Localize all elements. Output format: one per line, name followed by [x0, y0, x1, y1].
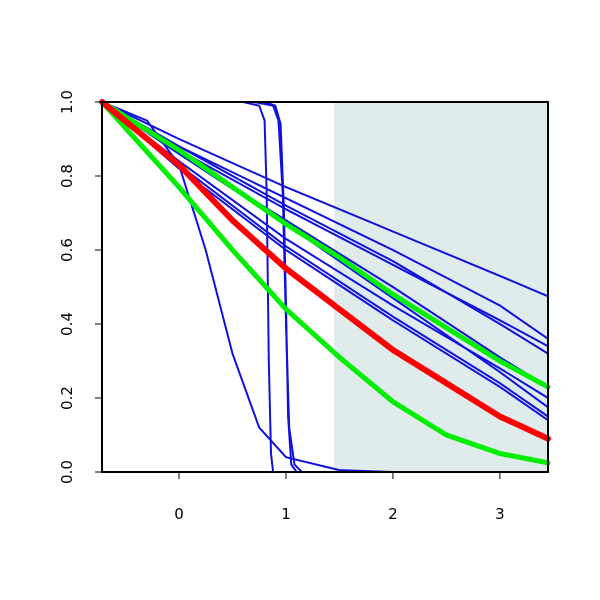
series-line	[99, 99, 551, 390]
series-layer	[99, 99, 551, 473]
series-line	[101, 101, 549, 473]
plot-frame	[101, 101, 549, 473]
axes-layer: 0 1 2 3 0.0 0.2 0.4 0.6 0.8 1.0	[58, 90, 505, 523]
x-tick-label: 1	[281, 505, 291, 523]
x-tick-label: 2	[388, 505, 398, 523]
series-line	[99, 99, 551, 442]
series-line	[101, 101, 549, 388]
y-tick-label: 0.6	[58, 238, 76, 262]
y-tick-label: 0.8	[58, 164, 76, 188]
y-tick-label: 0.2	[58, 386, 76, 410]
x-tick-label: 0	[174, 505, 184, 523]
y-tick-label: 0.0	[58, 460, 76, 484]
y-tick-label: 0.4	[58, 312, 76, 336]
shaded-region	[334, 102, 548, 472]
y-tick-label: 1.0	[58, 90, 76, 114]
series-line	[101, 101, 549, 298]
series-line	[101, 101, 549, 355]
series-line	[101, 101, 549, 473]
series-line	[99, 99, 551, 466]
x-tick-label: 3	[495, 505, 505, 523]
